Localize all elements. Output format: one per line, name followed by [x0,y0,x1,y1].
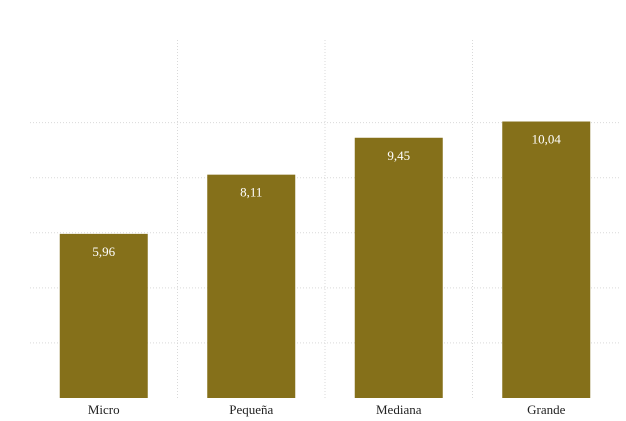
category-label-3: Mediana [376,402,422,417]
bar-value-label-1: 5,96 [92,244,115,259]
category-labels-group: Micro Pequeña Mediana Grande [88,402,566,417]
bars-group [59,121,591,398]
bar-value-label-2: 8,11 [240,185,262,200]
bar-value-label-4: 10,04 [532,132,562,147]
category-label-2: Pequeña [229,402,273,417]
value-labels-group: 5,96 8,11 9,45 10,04 [92,132,561,259]
bar-2 [207,174,296,398]
category-label-4: Grande [527,402,565,417]
grid-lines [30,40,620,398]
category-label-1: Micro [88,402,120,417]
bar-value-label-3: 9,45 [387,148,410,163]
bar-1 [59,233,148,398]
bar-4 [502,121,591,398]
bar-3 [354,137,443,398]
